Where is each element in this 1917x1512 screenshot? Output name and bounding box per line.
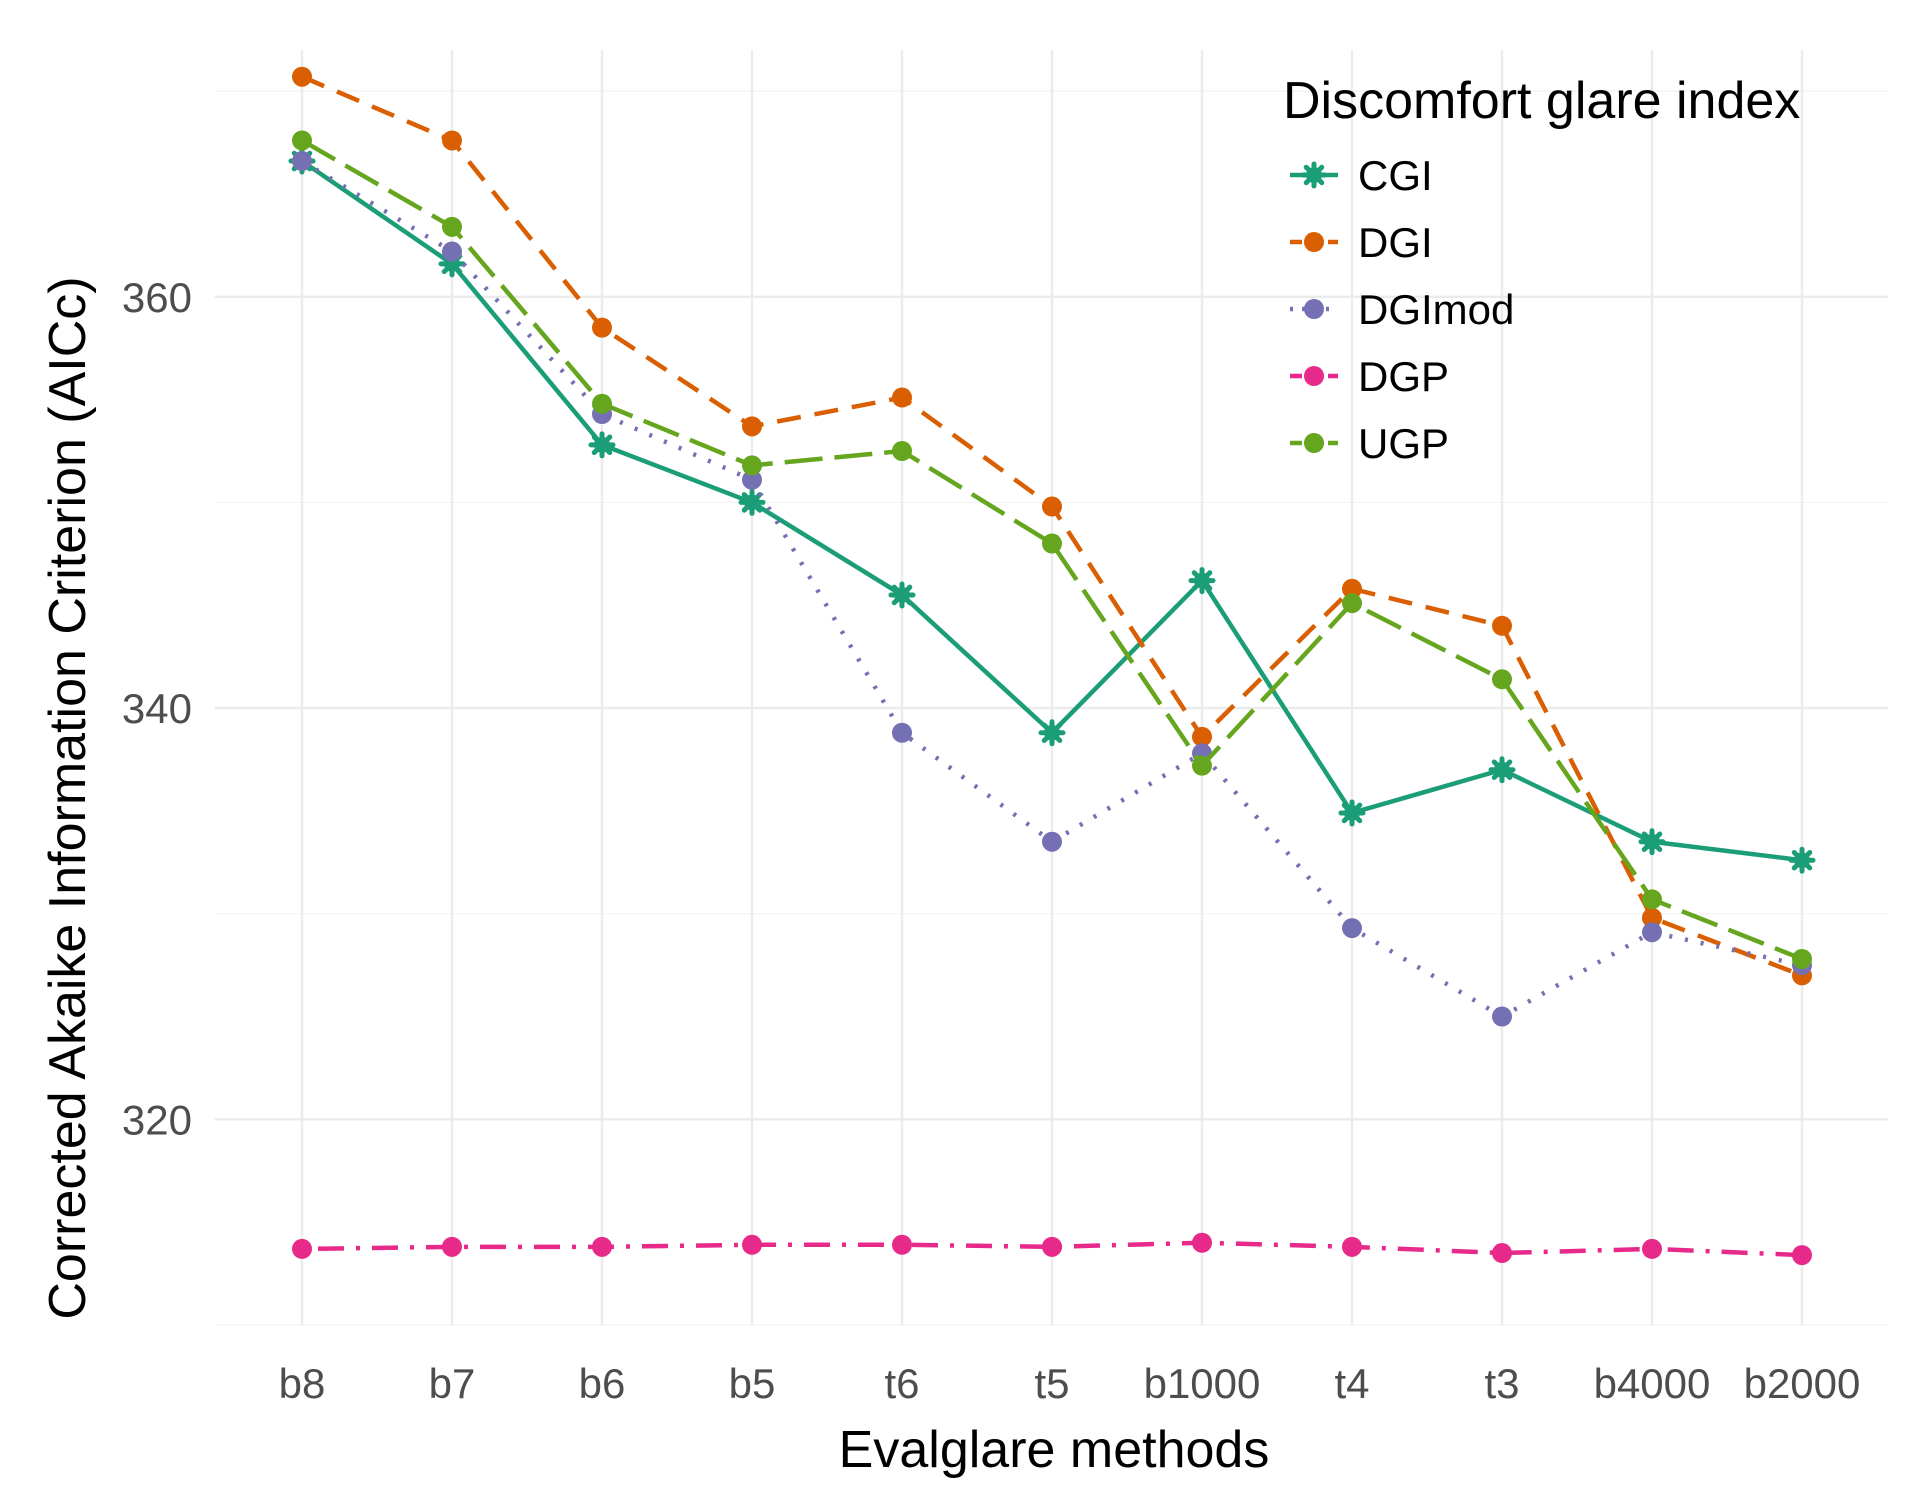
data-point-dgi-t3 (1492, 615, 1512, 636)
data-point-dgi-t4 (1342, 578, 1362, 599)
data-point-dgp-t6 (892, 1234, 912, 1255)
legend-item-dgp: DGP (1290, 353, 1449, 400)
legend-item-dgi: DGI (1290, 219, 1433, 266)
data-point-dgp-b8 (292, 1238, 312, 1259)
x-tick-label: b5 (729, 1360, 776, 1407)
legend-label: DGI (1358, 219, 1433, 266)
x-tick-label: b7 (429, 1360, 476, 1407)
data-point-ugp-b8 (292, 130, 312, 151)
y-axis-title: Corrected Akaike Information Criterion (… (39, 276, 97, 1319)
series-line-dgimod (300, 159, 1803, 1019)
data-point-dgimod-b4000 (1642, 922, 1662, 943)
data-point-cgi-b5 (738, 488, 766, 516)
legend-key-marker (1300, 161, 1328, 189)
data-point-cgi-t4 (1338, 799, 1366, 827)
x-tick-label: b8 (279, 1360, 326, 1407)
series-ugp (292, 130, 1812, 969)
data-point-ugp-b6 (592, 393, 612, 414)
data-point-dgp-t3 (1492, 1243, 1512, 1264)
data-point-ugp-t4 (1342, 593, 1362, 614)
legend-item-ugp: UGP (1290, 420, 1449, 467)
data-point-cgi-b4000 (1638, 828, 1666, 856)
legend-title: Discomfort glare index (1283, 72, 1800, 130)
data-point-ugp-b5 (742, 455, 762, 476)
data-point-dgi-b8 (292, 66, 312, 87)
data-point-dgimod-t6 (892, 722, 912, 743)
data-point-dgi-b7 (442, 130, 462, 151)
x-tick-label: t3 (1484, 1360, 1519, 1407)
data-point-dgp-t5 (1042, 1236, 1062, 1257)
x-tick-label: b6 (579, 1360, 626, 1407)
series-dgi (292, 66, 1812, 986)
data-point-ugp-b7 (442, 216, 462, 237)
data-point-dgimod-b8 (292, 151, 312, 172)
data-point-ugp-b4000 (1642, 889, 1662, 910)
y-tick-label: 320 (122, 1096, 192, 1143)
gridlines (215, 50, 1888, 1326)
data-point-dgimod-b7 (442, 241, 462, 262)
x-tick-label: t4 (1334, 1360, 1369, 1407)
legend: Discomfort glare index CGI DGI DGImod DGP UG… (1283, 72, 1800, 467)
legend-item-cgi: CGI (1290, 152, 1433, 199)
data-point-dgimod-t5 (1042, 831, 1062, 852)
data-point-cgi-b6 (588, 431, 616, 459)
data-point-ugp-b2000 (1792, 948, 1812, 969)
series-line-ugp (300, 138, 1803, 962)
data-point-dgp-b2000 (1792, 1245, 1812, 1266)
data-point-dgp-b6 (592, 1236, 612, 1257)
legend-key-marker (1304, 366, 1324, 386)
data-point-ugp-b1000 (1192, 755, 1212, 776)
data-point-dgp-b1000 (1192, 1232, 1212, 1253)
data-point-ugp-t5 (1042, 533, 1062, 554)
data-point-dgimod-t4 (1342, 918, 1362, 939)
legend-label: DGImod (1358, 286, 1514, 333)
series-layer (288, 66, 1816, 1266)
axes: 320 340 360 b8 b7 b6 b5 t6 t5 b1000 t4 t3 b4000 b2000 (122, 274, 1860, 1407)
legend-items: CGI DGI DGImod DGP UGP (1290, 152, 1514, 467)
x-axis-title: Evalglare methods (839, 1421, 1270, 1479)
data-point-ugp-t3 (1492, 669, 1512, 690)
y-tick-label: 340 (122, 685, 192, 732)
legend-key-marker (1304, 299, 1324, 319)
data-point-cgi-b1000 (1188, 567, 1216, 595)
series-line-dgp (301, 1240, 1803, 1258)
series-dgp (292, 1232, 1812, 1266)
legend-label: UGP (1358, 420, 1449, 467)
data-point-dgi-t6 (892, 387, 912, 408)
data-point-dgimod-t3 (1492, 1006, 1512, 1027)
data-point-dgi-b5 (742, 416, 762, 437)
data-point-dgp-b5 (742, 1234, 762, 1255)
data-point-dgp-b4000 (1642, 1238, 1662, 1259)
x-tick-label: t6 (884, 1360, 919, 1407)
data-point-dgi-b1000 (1192, 726, 1212, 747)
legend-key-marker (1304, 433, 1324, 453)
x-tick-label: b1000 (1144, 1360, 1261, 1407)
data-point-dgimod-b5 (742, 469, 762, 490)
y-tick-label: 360 (122, 274, 192, 321)
data-point-cgi-t3 (1488, 756, 1516, 784)
x-tick-label: b2000 (1744, 1360, 1861, 1407)
data-point-dgi-t5 (1042, 496, 1062, 517)
x-tick-label: b4000 (1594, 1360, 1711, 1407)
data-point-cgi-t5 (1038, 719, 1066, 747)
data-point-cgi-t6 (888, 581, 916, 609)
legend-item-dgimod: DGImod (1290, 286, 1514, 333)
legend-label: DGP (1358, 353, 1449, 400)
data-point-dgp-t4 (1342, 1236, 1362, 1257)
data-point-dgp-b7 (442, 1236, 462, 1257)
data-point-dgi-b4000 (1642, 907, 1662, 928)
x-tick-label: t5 (1034, 1360, 1069, 1407)
data-point-ugp-t6 (892, 441, 912, 462)
data-point-cgi-b2000 (1788, 846, 1816, 874)
data-point-dgi-b6 (592, 317, 612, 338)
legend-key-marker (1304, 232, 1324, 252)
legend-label: CGI (1358, 152, 1433, 199)
